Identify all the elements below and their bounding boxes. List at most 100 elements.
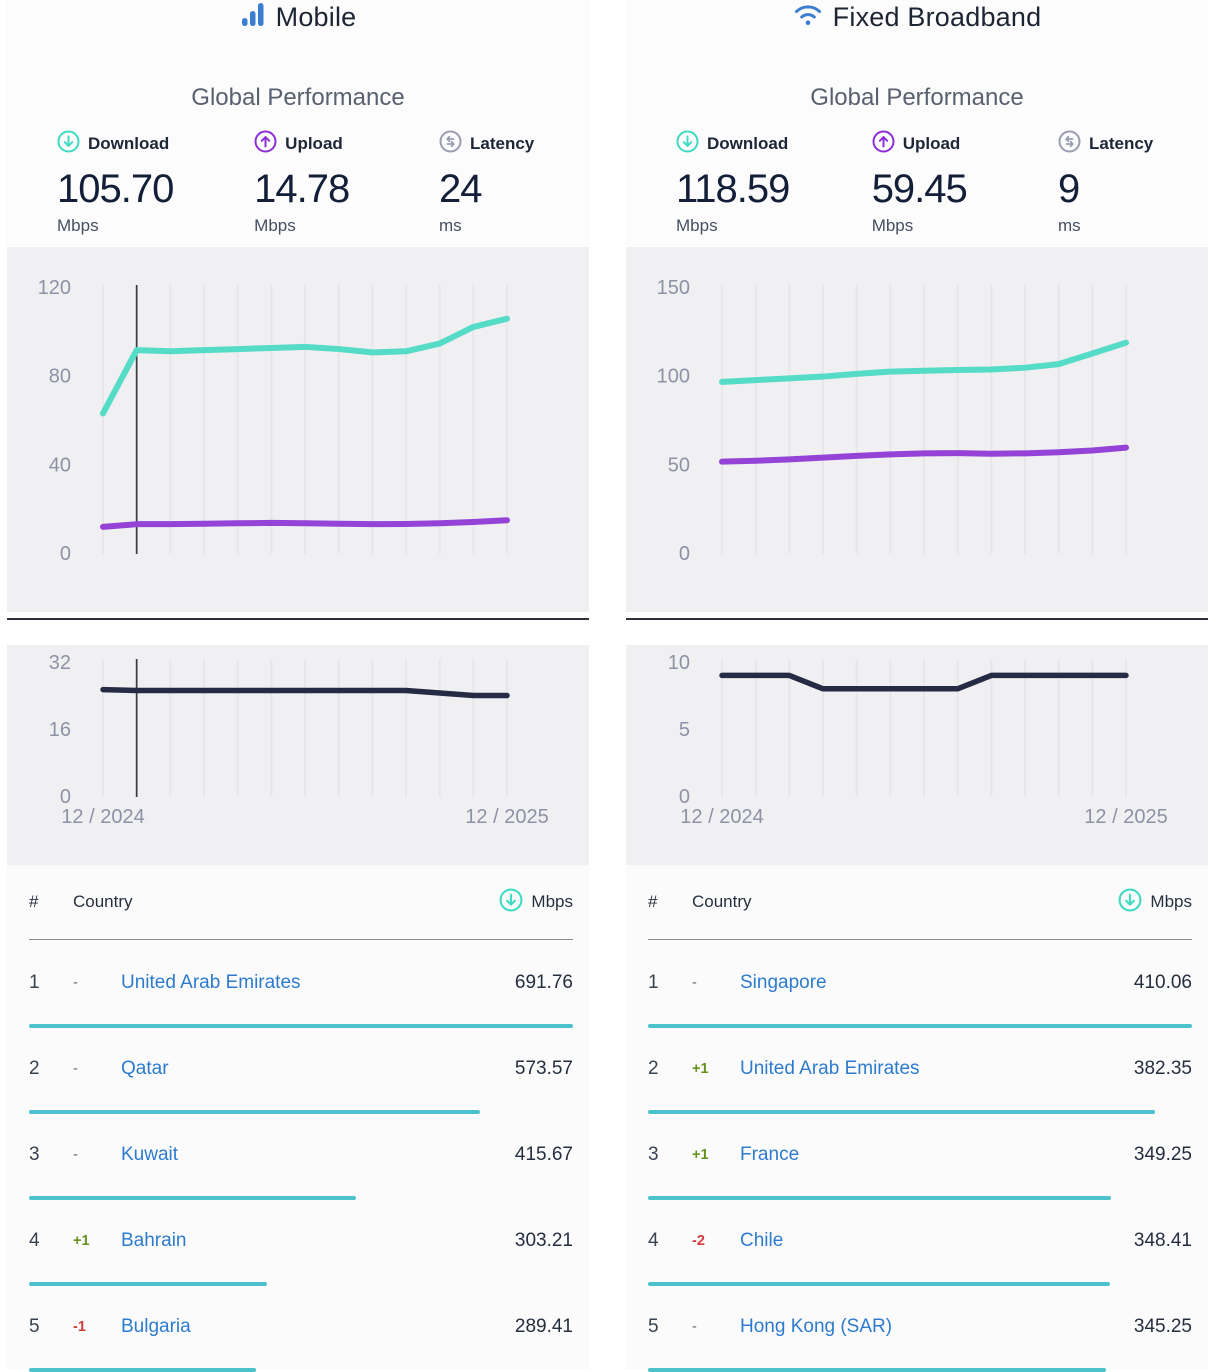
speed-value: 573.57 xyxy=(515,1058,573,1080)
upload-value: 14.78 xyxy=(254,169,358,209)
y-axis-tick: 0 xyxy=(60,543,71,565)
y-axis-tick: 16 xyxy=(49,719,71,741)
wifi-icon xyxy=(793,2,823,32)
country-link[interactable]: Kuwait xyxy=(121,1144,515,1166)
table-row: 5-Hong Kong (SAR)345.25 xyxy=(648,1284,1192,1370)
speed-value: 349.25 xyxy=(1134,1144,1192,1166)
latency-unit: ms xyxy=(1058,216,1162,236)
rank-change-badge: -1 xyxy=(73,1319,121,1335)
latency-stat: Latency 9 ms xyxy=(1058,130,1162,236)
country-link[interactable]: Qatar xyxy=(121,1058,515,1080)
speed-value: 410.06 xyxy=(1134,972,1192,994)
speed-value: 691.76 xyxy=(515,972,573,994)
y-axis-tick: 0 xyxy=(679,543,690,565)
latency-stat: Latency 24 ms xyxy=(439,130,543,236)
rank-change-badge: -2 xyxy=(692,1233,740,1249)
rank-cell: 3 xyxy=(29,1144,73,1166)
x-axis-start-label: 12 / 2024 xyxy=(61,806,144,828)
mbps-header: Mbps xyxy=(499,888,573,917)
upload-stat: Upload 59.45 Mbps xyxy=(872,130,976,236)
rank-cell: 4 xyxy=(648,1230,692,1252)
download-circle-icon xyxy=(499,888,523,917)
download-circle-icon xyxy=(676,130,699,158)
rank-cell: 1 xyxy=(648,972,692,994)
country-header: Country xyxy=(692,892,1118,912)
x-axis-end-label: 12 / 2025 xyxy=(465,806,548,828)
rank-cell: 4 xyxy=(29,1230,73,1252)
download-circle-icon xyxy=(1118,888,1142,917)
panel-title-text: Fixed Broadband xyxy=(833,2,1042,33)
mbps-header-label: Mbps xyxy=(531,892,573,912)
y-axis-tick: 150 xyxy=(657,277,690,299)
fixed-panel-title: Fixed Broadband xyxy=(626,0,1208,32)
country-link[interactable]: United Arab Emirates xyxy=(121,972,515,994)
speed-value: 382.35 xyxy=(1134,1058,1192,1080)
upload-stat: Upload 14.78 Mbps xyxy=(254,130,358,236)
country-link[interactable]: Bulgaria xyxy=(121,1316,515,1338)
rank-change-badge: +1 xyxy=(692,1147,740,1163)
speed-value: 345.25 xyxy=(1134,1316,1192,1338)
mobile-speed-chart: 120 80 40 0 xyxy=(7,247,589,612)
rank-change-badge: - xyxy=(692,975,740,991)
mobile-summary-section: Mobile Global Performance Download 10 xyxy=(7,0,589,247)
y-axis-tick: 0 xyxy=(679,786,690,808)
download-stat: Download 118.59 Mbps xyxy=(676,130,789,236)
country-link[interactable]: France xyxy=(740,1144,1134,1166)
fixed-broadband-panel: Fixed Broadband Global Performance Downl… xyxy=(626,0,1208,1370)
rank-change-badge: - xyxy=(73,1061,121,1077)
country-link[interactable]: Bahrain xyxy=(121,1230,515,1252)
upload-label: Upload xyxy=(285,134,343,154)
rank-change-badge: +1 xyxy=(73,1233,121,1249)
mobile-stats-row: Download 105.70 Mbps Upload xyxy=(7,130,589,236)
chart-divider xyxy=(7,618,589,620)
latency-label: Latency xyxy=(1089,134,1153,154)
y-axis-tick: 120 xyxy=(38,277,71,299)
rank-change-badge: - xyxy=(73,1147,121,1163)
speed-value: 348.41 xyxy=(1134,1230,1192,1252)
mbps-header: Mbps xyxy=(1118,888,1192,917)
speed-value: 289.41 xyxy=(515,1316,573,1338)
download-value: 105.70 xyxy=(57,169,173,209)
speed-value: 303.21 xyxy=(515,1230,573,1252)
rank-cell: 2 xyxy=(29,1058,73,1080)
country-link[interactable]: Singapore xyxy=(740,972,1134,994)
upload-unit: Mbps xyxy=(254,216,358,236)
country-link[interactable]: United Arab Emirates xyxy=(740,1058,1134,1080)
mbps-header-label: Mbps xyxy=(1150,892,1192,912)
download-circle-icon xyxy=(57,130,80,158)
fixed-stats-row: Download 118.59 Mbps Upload xyxy=(626,130,1208,236)
mobile-signal-bars-icon xyxy=(240,1,266,33)
rank-cell: 5 xyxy=(29,1316,73,1338)
country-link[interactable]: Hong Kong (SAR) xyxy=(740,1316,1134,1338)
y-axis-tick: 40 xyxy=(49,454,71,476)
y-axis-tick: 80 xyxy=(49,366,71,388)
mobile-panel: Mobile Global Performance Download 10 xyxy=(7,0,589,1370)
download-stat: Download 105.70 Mbps xyxy=(57,130,173,236)
rank-cell: 2 xyxy=(648,1058,692,1080)
y-axis-tick: 100 xyxy=(657,366,690,388)
upload-circle-icon xyxy=(254,130,277,158)
download-value: 118.59 xyxy=(676,169,789,209)
rank-change-badge: - xyxy=(73,975,121,991)
y-axis-tick: 50 xyxy=(668,454,690,476)
rank-cell: 1 xyxy=(29,972,73,994)
latency-value: 9 xyxy=(1058,169,1162,209)
upload-unit: Mbps xyxy=(872,216,976,236)
global-performance-heading: Global Performance xyxy=(7,84,589,112)
y-axis-tick: 32 xyxy=(49,652,71,674)
y-axis-tick: 5 xyxy=(679,719,690,741)
table-header: # Country Mbps xyxy=(648,865,1192,940)
latency-circle-icon xyxy=(439,130,462,158)
latency-circle-icon xyxy=(1058,130,1081,158)
rank-header: # xyxy=(648,892,692,912)
upload-circle-icon xyxy=(872,130,895,158)
upload-line xyxy=(103,520,507,527)
country-link[interactable]: Chile xyxy=(740,1230,1134,1252)
